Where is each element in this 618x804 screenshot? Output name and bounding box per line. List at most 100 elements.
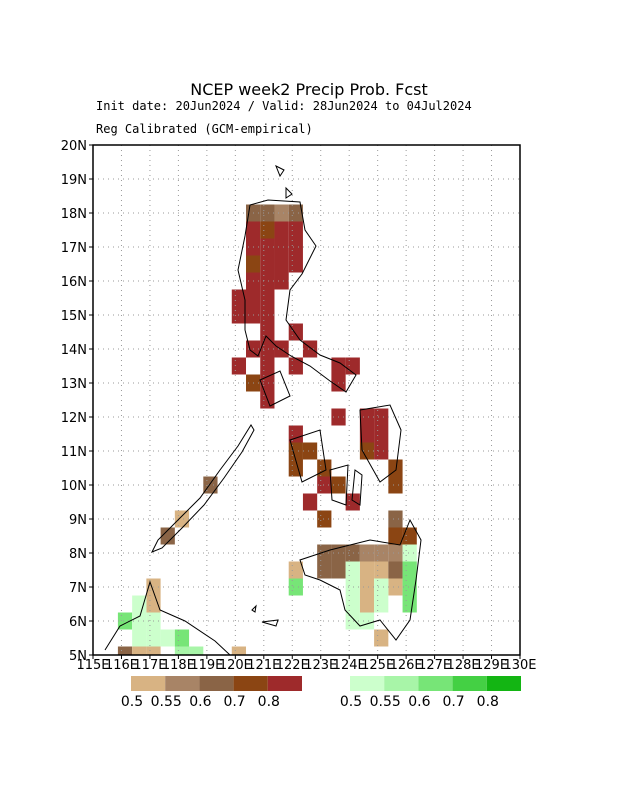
prob-cell <box>288 204 303 222</box>
prob-cell <box>345 544 360 562</box>
prob-cell <box>359 612 375 630</box>
legend-swatch <box>131 676 166 691</box>
prob-cell <box>260 340 275 358</box>
prob-cell <box>388 459 403 477</box>
prob-cell <box>345 493 360 511</box>
y-tick-label: 16N <box>61 275 87 290</box>
prob-cell <box>160 527 175 545</box>
x-tick-label: 116E <box>105 658 138 673</box>
legend-swatch <box>384 676 419 691</box>
prob-cell <box>359 578 375 596</box>
prob-cell <box>374 561 389 579</box>
prob-cell <box>388 578 403 596</box>
prob-cell <box>359 595 375 613</box>
prob-cell <box>302 493 318 511</box>
x-tick-label: 124E <box>333 658 366 673</box>
prob-cell <box>388 561 403 579</box>
prob-cell <box>374 629 389 647</box>
prob-cell <box>402 544 417 562</box>
x-tick-label: 118E <box>162 658 195 673</box>
map-frame <box>92 144 521 656</box>
legend-label: 0.55 <box>370 694 401 710</box>
prob-cell <box>132 629 147 647</box>
y-tick-label: 10N <box>61 479 87 494</box>
prob-cell <box>274 204 289 222</box>
prob-cell <box>288 238 303 256</box>
prob-cell <box>189 646 204 655</box>
prob-cell <box>132 646 147 655</box>
title: NCEP week2 Precip Prob. Fcst <box>190 80 428 99</box>
prob-cell <box>260 323 275 341</box>
x-tick-label: 119E <box>190 658 223 673</box>
prob-cell <box>288 578 303 596</box>
y-tick-label: 13N <box>61 377 87 392</box>
subtitle: Reg Calibrated (GCM-empirical) <box>96 122 313 136</box>
prob-cell <box>246 255 261 273</box>
grid: 115E116E117E118E119E120E121E122E123E124E… <box>61 139 537 673</box>
prob-cell <box>174 510 190 528</box>
prob-cell <box>288 255 303 273</box>
prob-cell <box>302 340 318 358</box>
legend-label: 0.5 <box>121 694 143 710</box>
prob-cell <box>388 510 403 528</box>
legend-label: 0.6 <box>408 694 430 710</box>
prob-cell <box>345 612 360 630</box>
prob-cell <box>402 561 417 579</box>
prob-cell <box>160 629 175 647</box>
prob-cell <box>388 544 403 562</box>
y-tick-label: 19N <box>61 173 87 188</box>
y-tick-label: 6N <box>69 615 87 630</box>
prob-cell <box>274 255 289 273</box>
y-tick-label: 7N <box>69 581 87 596</box>
y-tick-label: 5N <box>69 649 87 664</box>
x-tick-label: 123E <box>304 658 337 673</box>
prob-cell <box>260 238 275 256</box>
prob-cell <box>345 595 360 613</box>
prob-cell <box>117 646 133 655</box>
legend-label: 0.8 <box>477 694 499 710</box>
legend-swatch <box>452 676 487 691</box>
y-tick-label: 9N <box>69 513 87 528</box>
prob-cell <box>374 544 389 562</box>
prob-cell <box>359 561 375 579</box>
legend-label: 0.6 <box>189 694 211 710</box>
legend-label: 0.8 <box>258 694 280 710</box>
prob-cell <box>317 476 332 494</box>
prob-cell <box>359 408 375 426</box>
legend-swatch <box>199 676 234 691</box>
prob-cell <box>374 408 389 426</box>
x-tick-label: 121E <box>247 658 280 673</box>
prob-cell <box>231 357 247 375</box>
y-tick-label: 18N <box>61 207 87 222</box>
prob-cell <box>331 357 346 375</box>
prob-cell <box>260 306 275 324</box>
prob-cell <box>231 646 247 655</box>
x-tick-label: 130E <box>503 658 536 673</box>
y-tick-label: 8N <box>69 547 87 562</box>
prob-cell <box>288 357 303 375</box>
prob-cell <box>260 289 275 307</box>
prob-cell <box>359 425 375 443</box>
coastlines <box>104 164 422 656</box>
prob-cell <box>246 289 261 307</box>
y-tick-label: 14N <box>61 343 87 358</box>
prob-cell <box>402 527 417 545</box>
prob-cell <box>302 442 318 460</box>
prob-cell <box>274 238 289 256</box>
legend-swatch <box>486 676 521 691</box>
prob-cell <box>146 629 161 647</box>
y-tick-label: 15N <box>61 309 87 324</box>
prob-cell <box>402 595 417 613</box>
prob-cell <box>132 595 147 613</box>
prob-cell <box>359 544 375 562</box>
prob-cell <box>260 272 275 290</box>
x-tick-label: 122E <box>276 658 309 673</box>
prob-cell <box>132 612 147 630</box>
legend-swatch <box>350 676 385 691</box>
prob-cell <box>374 442 389 460</box>
prob-cell <box>317 510 332 528</box>
prob-cell <box>274 221 289 239</box>
legend-label: 0.7 <box>442 694 464 710</box>
prob-cell <box>374 578 389 596</box>
x-tick-label: 129E <box>475 658 508 673</box>
